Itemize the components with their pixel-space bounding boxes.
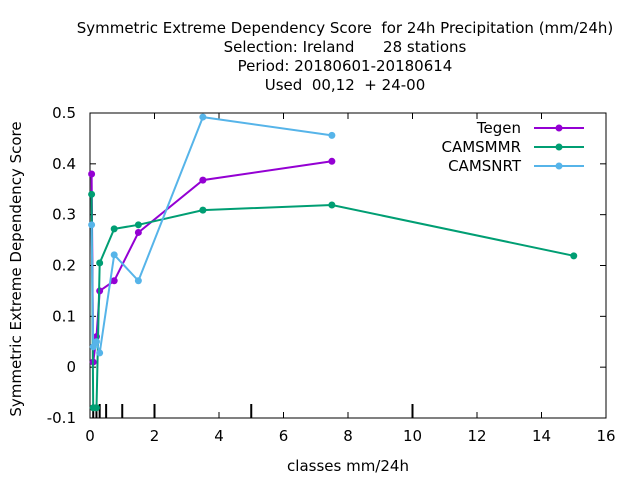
data-point-camsmmr	[199, 206, 207, 214]
legend-marker-camsnrt	[555, 162, 563, 170]
x-tick-label: 12	[467, 427, 486, 445]
data-point-camsmmr	[328, 201, 336, 209]
y-tick-label: 0	[66, 358, 76, 376]
legend-label-camsmmr: CAMSMMR	[441, 138, 521, 156]
data-point-camsmmr	[134, 221, 142, 229]
legend-label-tegen: Tegen	[476, 119, 521, 137]
x-tick-label: 6	[279, 427, 289, 445]
y-axis-label: Symmetric Extreme Dependency Score	[7, 121, 25, 416]
data-point-camsmmr	[110, 225, 118, 233]
data-point-camsmmr	[570, 252, 578, 260]
data-point-tegen	[134, 228, 142, 236]
y-tick-label: -0.1	[47, 409, 76, 427]
data-point-camsmmr	[96, 259, 104, 267]
data-point-tegen	[328, 157, 336, 165]
data-point-tegen	[199, 176, 207, 184]
x-tick-label: 10	[403, 427, 422, 445]
x-tick-label: 4	[214, 427, 224, 445]
axes: 0 2 4 6 8 10 12 14 16 -0.1 0 0.1 0.2 0.3 0.4 0.5	[47, 104, 616, 445]
y-tick-label: 0.5	[52, 104, 76, 122]
data-point-camsnrt	[89, 343, 97, 351]
x-tick-label: 0	[85, 427, 95, 445]
chart-title-line-2: Selection: Ireland 28 stations	[224, 38, 467, 56]
x-axis-label: classes mm/24h	[287, 457, 409, 475]
y-tick-label: 0.2	[52, 257, 76, 275]
y-tick-label: 0.1	[52, 307, 76, 325]
data-point-camsnrt	[199, 113, 207, 121]
chart-title-line-3: Period: 20180601-20180614	[238, 57, 453, 75]
data-point-camsnrt	[92, 338, 100, 346]
y-tick-label: 0.4	[52, 155, 76, 173]
data-point-camsnrt	[328, 131, 336, 139]
x-tick-label: 2	[150, 427, 160, 445]
data-point-tegen	[88, 170, 96, 178]
y-tick-label: 0.3	[52, 206, 76, 224]
chart-title: Symmetric Extreme Dependency Score for 2…	[77, 19, 614, 94]
data-point-camsmmr	[92, 404, 100, 412]
data-point-camsnrt	[96, 349, 104, 357]
legend-marker-tegen	[555, 124, 563, 132]
data-point-camsnrt	[88, 221, 96, 229]
chart-title-line-1: Symmetric Extreme Dependency Score for 2…	[77, 19, 614, 37]
x-tick-label: 8	[343, 427, 353, 445]
data-point-camsnrt	[134, 277, 142, 285]
data-point-camsmmr	[88, 190, 96, 198]
x-tick-label: 14	[532, 427, 551, 445]
data-point-camsnrt	[110, 251, 118, 259]
series-lines	[88, 113, 578, 412]
legend-marker-camsmmr	[555, 143, 563, 151]
data-point-tegen	[110, 277, 118, 285]
legend-label-camsnrt: CAMSNRT	[448, 157, 522, 175]
chart-title-line-4: Used 00,12 + 24-00	[265, 76, 425, 94]
x-tick-label: 16	[596, 427, 615, 445]
